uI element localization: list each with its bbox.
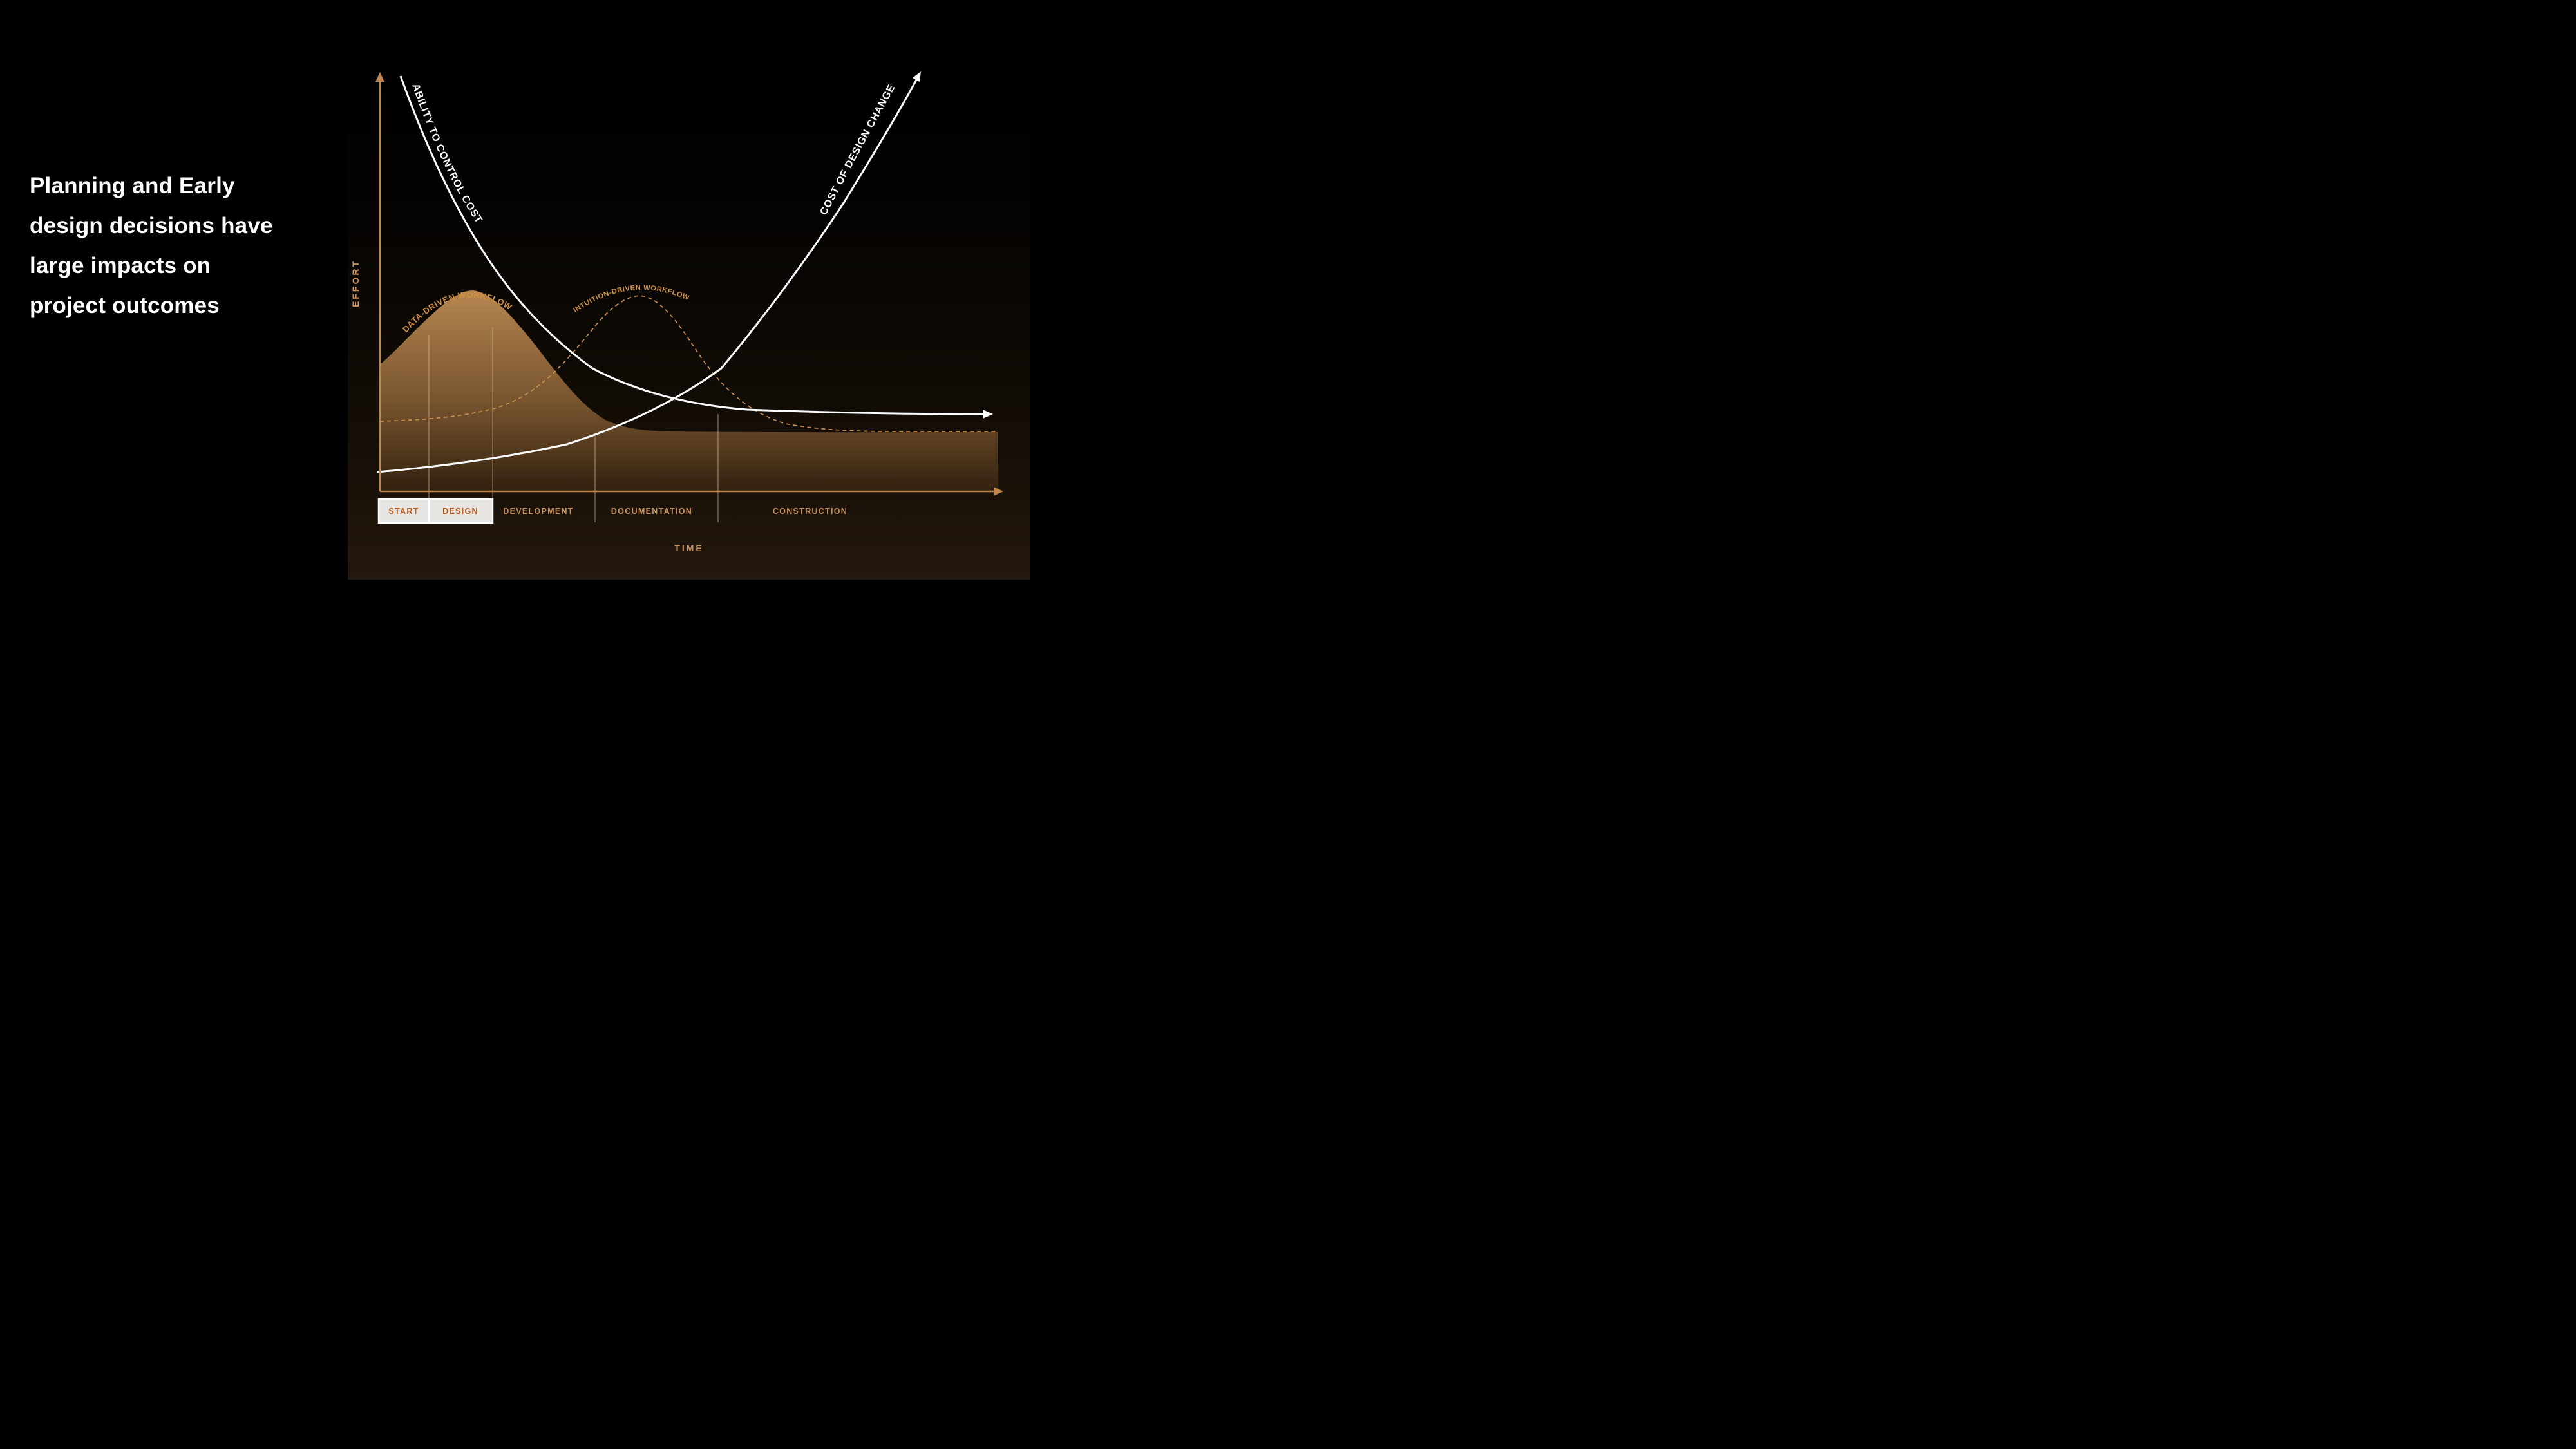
cost-curve-arrow-icon [913, 71, 921, 82]
ability-curve-arrow-icon [983, 410, 993, 419]
x-axis-title: TIME [674, 543, 703, 553]
phase-highlight-box [377, 498, 494, 524]
effort-time-chart: START DESIGN DEVELOPMENT DOCUMENTATION C… [348, 52, 1030, 580]
headline-text: Planning and Early design decisions have… [30, 173, 273, 318]
data-driven-area [380, 290, 998, 491]
phase-label-design: DESIGN [442, 507, 478, 516]
ability-to-control-cost-curve [399, 75, 985, 415]
phase-label-development: DEVELOPMENT [503, 507, 573, 516]
slide-canvas: Planning and Early design decisions have… [0, 0, 1030, 580]
phase-label-construction: CONSTRUCTION [773, 507, 848, 516]
x-axis-arrow-icon [994, 487, 1003, 496]
phase-label-documentation: DOCUMENTATION [611, 507, 692, 516]
cost-of-design-change-curve [376, 78, 918, 473]
phase-label-start: START [388, 507, 419, 516]
intuition-driven-curve [379, 295, 997, 432]
y-axis-title: EFFORT [350, 260, 361, 307]
y-axis-arrow-icon [375, 72, 384, 82]
